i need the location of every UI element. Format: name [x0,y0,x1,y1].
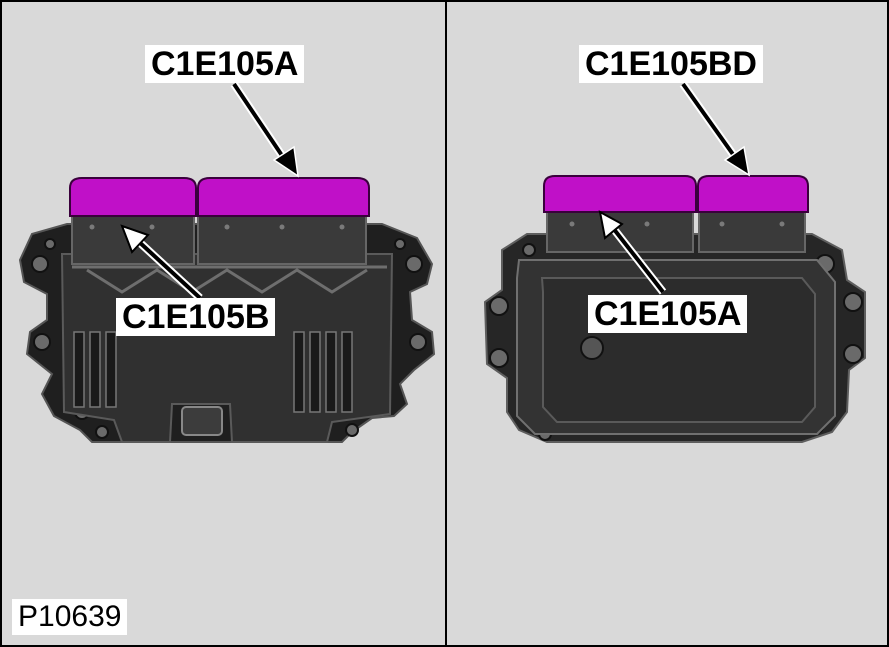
connector-housing-a [197,213,367,265]
connector-c1e105a [197,177,370,217]
header-ribs [72,265,387,294]
connector-c1e105bd [697,175,809,213]
arrow-to-c1e105a [598,210,667,295]
cooling-fins-left [73,331,117,408]
connector-housing-a [546,206,694,253]
cover-plug [580,336,604,360]
arrow-to-c1e105b [120,224,203,301]
connector-housing-bd [698,206,806,253]
cooling-fins-right [293,331,353,413]
label-c1e105a: C1E105A [145,45,305,83]
label-c1e105a: C1E105A [588,295,748,333]
left-panel: C1E105A C1E105B P10639 [0,0,447,647]
ecu-right-illustration [483,81,866,443]
connector-c1e105a [543,175,697,213]
figure-id: P10639 [12,599,128,635]
mounting-holes [31,238,427,439]
arrow-to-c1e105a [230,81,299,178]
connector-screws-left [89,224,345,230]
right-panel: C1E105BD C1E105A [445,0,889,647]
connector-c1e105b [69,177,197,217]
label-c1e105bd: C1E105BD [579,45,763,83]
arrow-to-c1e105bd [679,81,751,177]
ecu-bottom-tab [181,406,223,436]
connector-screws-right [569,221,785,227]
label-c1e105b: C1E105B [116,298,276,336]
